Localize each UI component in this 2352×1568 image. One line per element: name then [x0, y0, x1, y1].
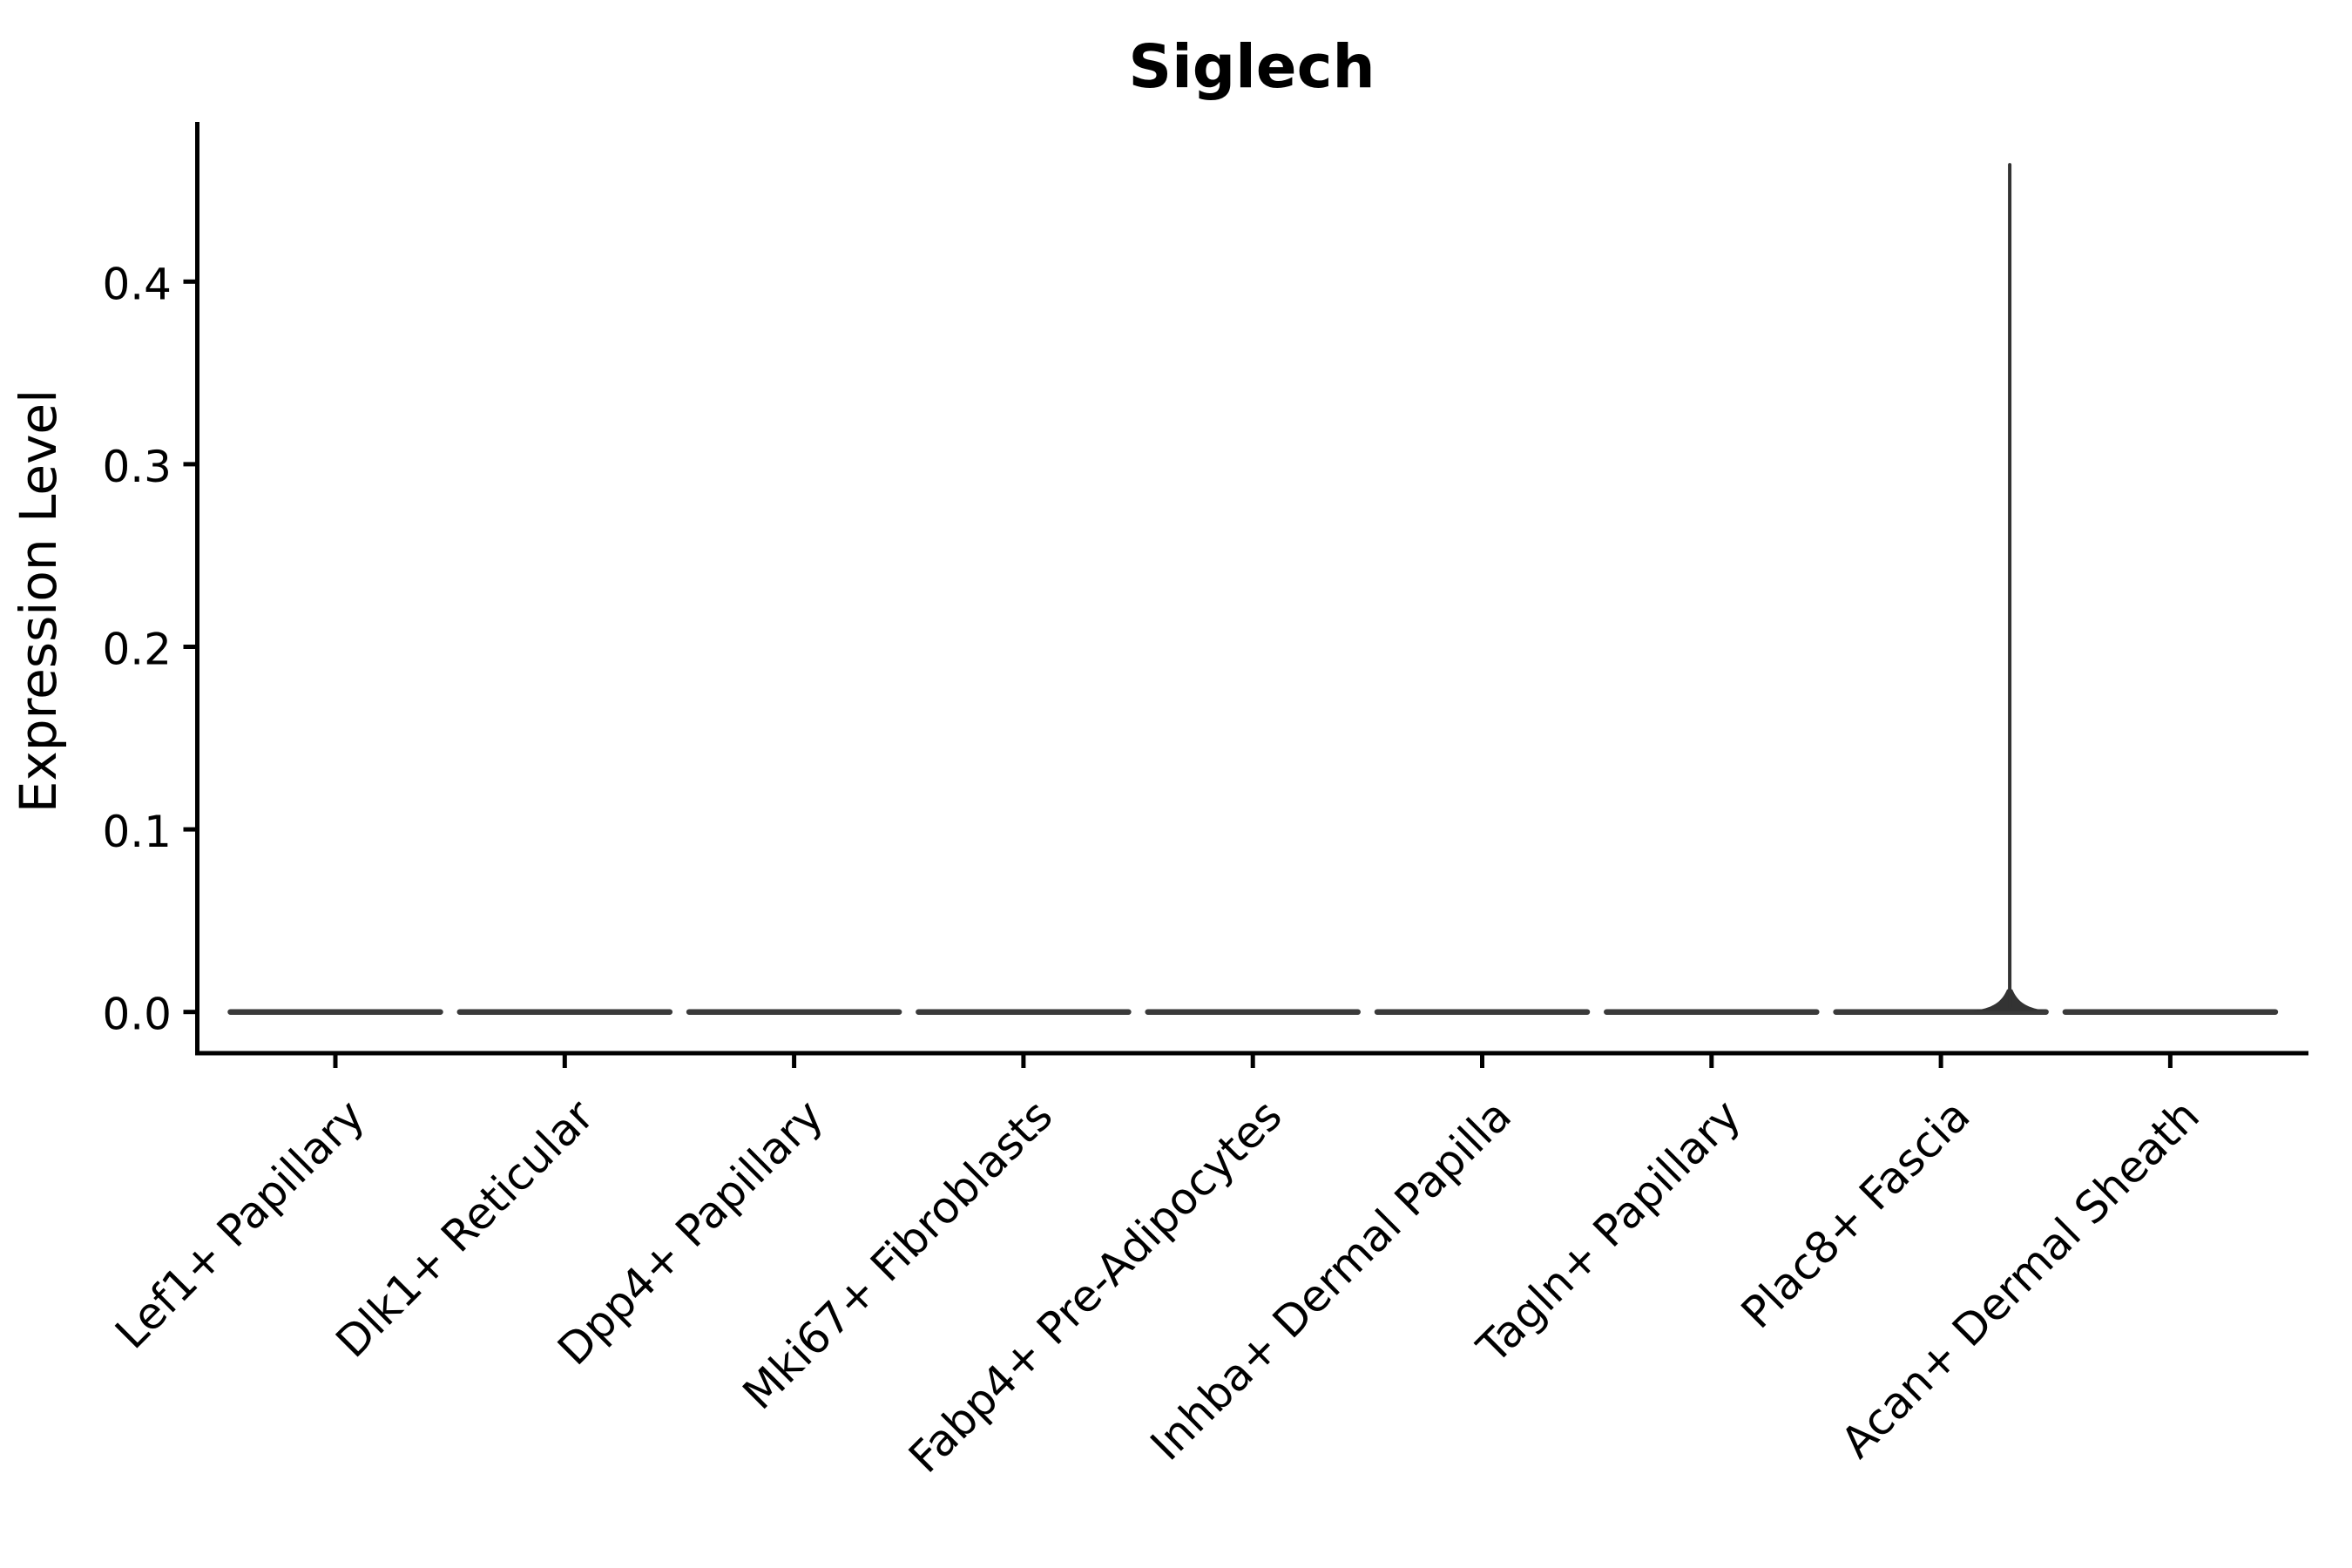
y-tick-label: 0.0: [102, 990, 172, 1040]
y-tick-label: 0.1: [102, 807, 172, 857]
y-axis-label: Expression Level: [9, 389, 68, 813]
chart-title: Siglech: [1128, 32, 1375, 102]
y-tick-label: 0.2: [102, 625, 172, 675]
y-tick-label: 0.4: [102, 259, 172, 309]
y-tick-label: 0.3: [102, 442, 172, 492]
